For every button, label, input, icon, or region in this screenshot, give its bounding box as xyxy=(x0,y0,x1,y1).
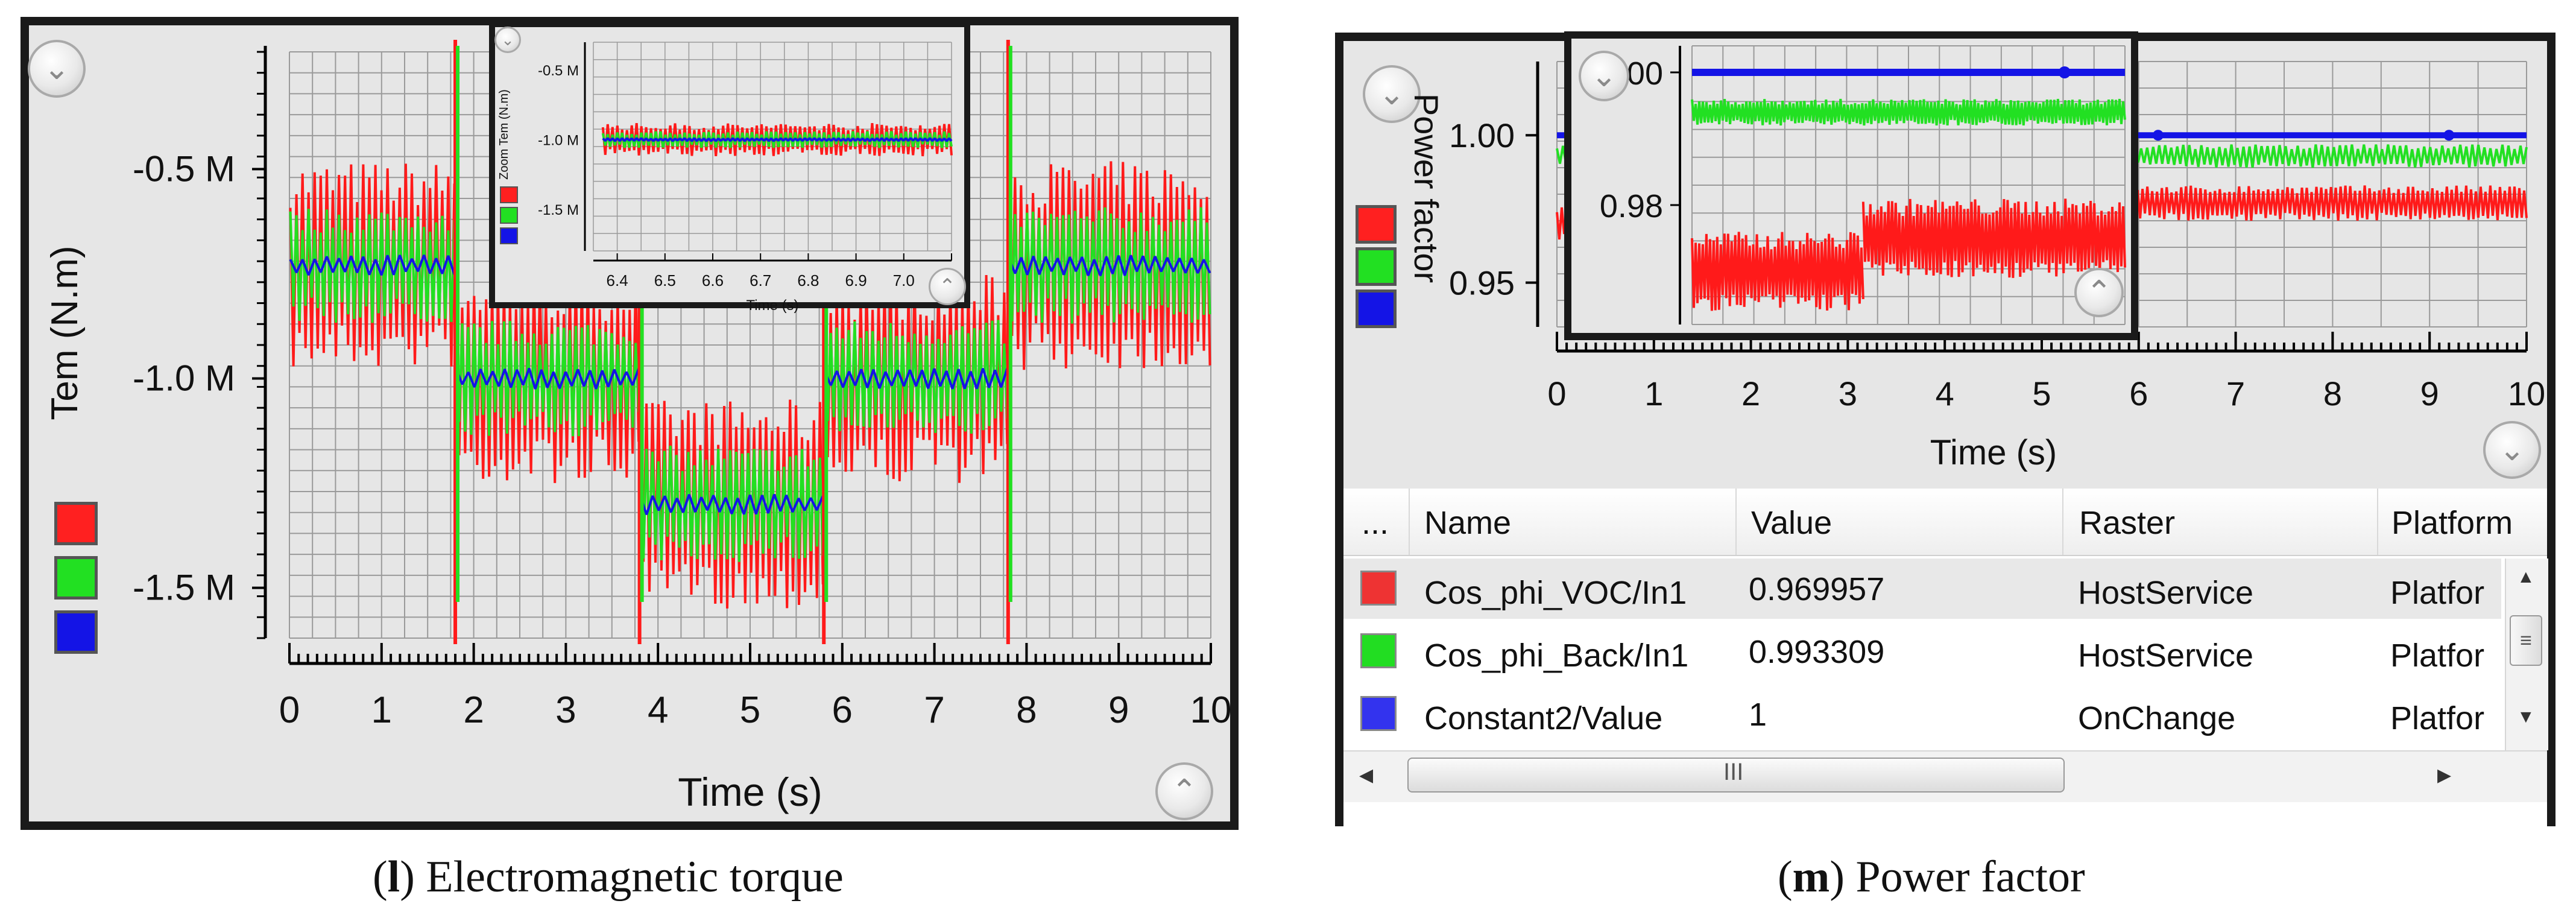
table-row[interactable] xyxy=(1343,684,2501,744)
vertical-scroll-thumb[interactable]: ≡ xyxy=(2510,615,2542,666)
caption-m: (m) Power factor xyxy=(1778,852,2085,902)
chevron-up-icon: ⌃ xyxy=(1171,774,1198,809)
signal-table: ... Name Value Raster Platform Cos_phi_V… xyxy=(1343,489,2548,826)
torque-panel: ⌄ ⌃ xyxy=(21,17,1239,830)
table-row[interactable] xyxy=(1343,559,2501,619)
row-color-swatch xyxy=(1360,696,1397,731)
inset-expand-button[interactable]: ⌃ xyxy=(929,268,966,305)
collapse-button[interactable]: ⌄ xyxy=(28,40,86,98)
caption-l: (l) Electromagnetic torque xyxy=(373,852,844,902)
row-platform: Platfor xyxy=(2390,638,2485,674)
expand-button[interactable]: ⌃ xyxy=(1155,762,1213,820)
column-header-name[interactable]: Name xyxy=(1424,505,1512,541)
row-platform: Platfor xyxy=(2390,700,2485,736)
collapse-button[interactable]: ⌄ xyxy=(1363,65,1421,123)
scroll-up-arrow-icon[interactable]: ▲ xyxy=(2517,567,2535,587)
legend-swatch-green[interactable] xyxy=(1356,247,1397,286)
row-platform: Platfor xyxy=(2390,575,2485,611)
chevron-up-icon: ⌃ xyxy=(2086,275,2112,310)
chevron-down-icon: ⌄ xyxy=(43,51,70,86)
legend-swatch-blue[interactable] xyxy=(1356,290,1397,328)
header-marker[interactable]: ... xyxy=(1362,505,1389,541)
row-name: Cos_phi_VOC/In1 xyxy=(1424,575,1687,611)
chevron-down-icon: ⌄ xyxy=(2499,432,2525,467)
row-name: Cos_phi_Back/In1 xyxy=(1424,638,1689,674)
row-name: Constant2/Value xyxy=(1424,700,1663,736)
row-value[interactable]: 0.969957 xyxy=(1749,571,1885,607)
chevron-down-icon: ⌄ xyxy=(1591,59,1617,93)
scroll-left-arrow-icon[interactable]: ◀ xyxy=(1359,765,1374,785)
row-raster: OnChange xyxy=(2078,700,2236,736)
scroll-right-arrow-icon[interactable]: ▶ xyxy=(2437,765,2452,785)
legend-swatch-green[interactable] xyxy=(54,556,98,600)
inset-expand-button[interactable]: ⌃ xyxy=(2074,268,2124,317)
chevron-down-icon: ⌄ xyxy=(501,31,514,49)
table-header xyxy=(1343,489,2547,556)
legend-swatch-red[interactable] xyxy=(54,502,98,545)
power-factor-panel: ⌄ ⌄ ... Name Value Raster Platform Cos_p… xyxy=(1335,33,2555,826)
horizontal-scroll-thumb[interactable] xyxy=(1407,758,2065,793)
legend-swatch-blue[interactable] xyxy=(54,610,98,654)
chevron-down-icon: ⌄ xyxy=(1378,77,1405,112)
table-row[interactable] xyxy=(1343,621,2501,682)
scroll-thumb-grip: III xyxy=(1723,759,1744,785)
row-value[interactable]: 1 xyxy=(1749,697,1767,733)
column-header-platform[interactable]: Platform xyxy=(2391,505,2513,541)
row-raster: HostService xyxy=(2078,638,2254,674)
row-color-swatch xyxy=(1360,571,1397,606)
inset-collapse-button[interactable]: ⌄ xyxy=(1579,51,1629,101)
legend-swatch-red[interactable] xyxy=(1356,205,1397,244)
inset-collapse-button[interactable]: ⌄ xyxy=(494,27,521,53)
collapse-button-bottom[interactable]: ⌄ xyxy=(2483,421,2541,479)
column-header-value[interactable]: Value xyxy=(1751,505,1833,541)
row-color-swatch xyxy=(1360,633,1397,668)
chevron-up-icon: ⌃ xyxy=(938,275,956,298)
row-value[interactable]: 0.993309 xyxy=(1749,634,1885,670)
scroll-down-arrow-icon[interactable]: ▼ xyxy=(2517,707,2535,727)
row-raster: HostService xyxy=(2078,575,2254,611)
column-header-raster[interactable]: Raster xyxy=(2079,505,2176,541)
